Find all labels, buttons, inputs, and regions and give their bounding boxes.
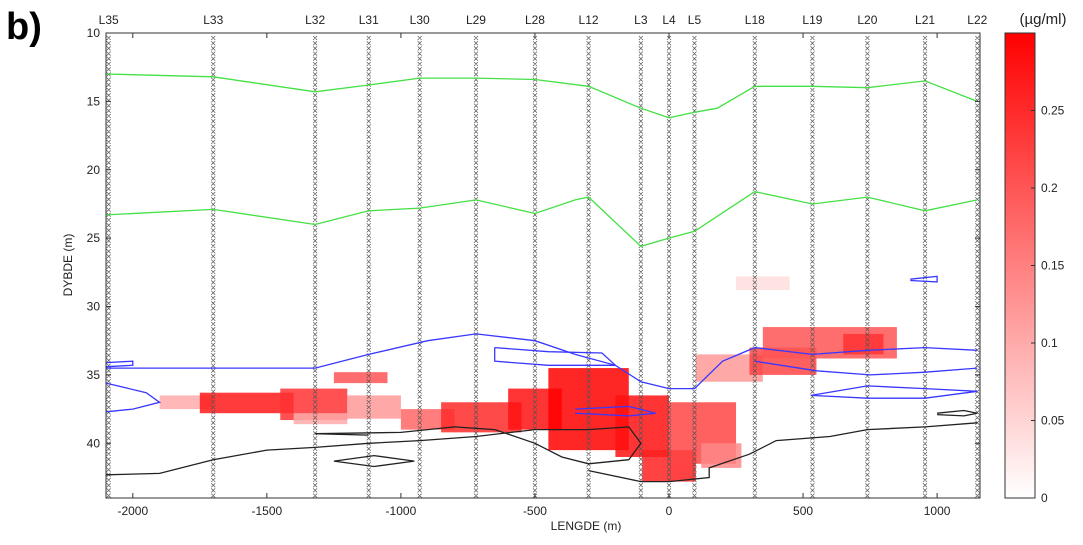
colorbar-label: (µg/ml): [1020, 11, 1067, 28]
contour-line: [937, 409, 978, 417]
well-column-l29: [473, 35, 479, 498]
contour-line: [106, 382, 162, 413]
well-label: L3: [634, 13, 648, 27]
plot-frame: [105, 32, 981, 499]
y-tick-label: 10: [87, 26, 101, 40]
well-label: L30: [410, 13, 430, 27]
well-label: L31: [359, 13, 379, 27]
sample-markers: [922, 35, 928, 498]
well-label: L4: [662, 13, 676, 27]
contour-line: [575, 405, 656, 417]
contour-line: [333, 454, 415, 468]
contour-line: [106, 360, 134, 368]
well-label: L32: [305, 13, 325, 27]
contour-line: [106, 426, 642, 476]
sample-markers: [692, 35, 697, 498]
well-column-l30: [417, 35, 422, 498]
concentration-heatmap: [159, 276, 897, 482]
sample-markers: [810, 35, 815, 498]
well-column-l19: [810, 35, 815, 498]
axes: -2000 -1500 -1000 -500 0 500 1000 10 15 20 25 30 35 4…: [87, 26, 980, 518]
sample-markers: [210, 35, 216, 498]
contour-line: [106, 73, 978, 119]
y-axis-label: DYBDE (m): [61, 234, 75, 297]
x-axis-label: LENGDE (m): [551, 519, 622, 533]
colorbar-tick-label: 0.05: [1041, 414, 1065, 428]
y-tick-label: 40: [87, 436, 101, 450]
sample-markers: [865, 35, 870, 498]
sample-markers: [366, 35, 371, 498]
concentration-cell: [333, 372, 388, 384]
sample-markers: [752, 35, 758, 498]
well-column-l35: [106, 35, 111, 498]
x-tick-label: 0: [666, 504, 673, 518]
y-tick-label: 35: [87, 368, 101, 382]
well-label: L12: [579, 13, 599, 27]
well-column-l20: [865, 35, 870, 498]
well-column-l5: [692, 35, 697, 498]
well-label: L19: [802, 13, 822, 27]
sample-markers: [417, 35, 422, 498]
colorbar: (µg/ml) 0 0.05 0.1 0.15 0.2 0.25: [1004, 11, 1067, 505]
well-label: L33: [203, 13, 223, 27]
colorbar-tick-label: 0.25: [1041, 104, 1065, 118]
x-tick-label: 500: [793, 504, 813, 518]
well-labels: L35 L33 L32 L31 L30 L29 L28 L12 L3 L4 L5 L18 L19 L20 L…: [99, 13, 988, 27]
concentration-cell: [293, 413, 348, 425]
sample-markers: [586, 35, 591, 498]
contour-line: [588, 422, 978, 483]
x-tick-label: -2000: [117, 504, 148, 518]
panel-label: b): [6, 6, 42, 48]
well-label: L21: [915, 13, 935, 27]
y-tick-label: 25: [87, 231, 101, 245]
well-column-l22: [975, 35, 980, 498]
well-label: L5: [688, 13, 702, 27]
colorbar-gradient: [1004, 32, 1036, 499]
concentration-cell: [843, 333, 884, 355]
concentration-cell: [736, 276, 790, 291]
colorbar-tick-label: 0.2: [1041, 181, 1058, 195]
well-column-l18: [752, 35, 758, 498]
well-sample-columns: [106, 35, 980, 498]
sample-markers: [473, 35, 479, 498]
well-label: L29: [466, 13, 486, 27]
contour-line: [106, 333, 978, 390]
contour-line: [494, 346, 618, 366]
y-tick-label: 15: [87, 94, 101, 108]
x-tick-label: -500: [523, 504, 547, 518]
contour-line: [910, 275, 938, 283]
well-column-l12: [586, 35, 591, 498]
well-column-l3: [638, 35, 644, 498]
x-tick-label: -1000: [386, 504, 417, 518]
colorbar-tick-label: 0.1: [1041, 336, 1058, 350]
well-column-l31: [366, 35, 371, 498]
sample-markers: [312, 35, 318, 498]
well-column-l21: [922, 35, 928, 498]
well-label: L35: [99, 13, 119, 27]
sample-markers: [975, 35, 980, 498]
well-label: L22: [967, 13, 987, 27]
contour-lines: [106, 73, 978, 483]
sample-markers: [638, 35, 644, 498]
well-column-l32: [312, 35, 318, 498]
y-tick-label: 30: [87, 300, 101, 314]
contour-line: [754, 360, 978, 376]
sample-markers: [106, 35, 111, 498]
well-label: L18: [745, 13, 765, 27]
well-label: L20: [857, 13, 877, 27]
x-tick-label: 1000: [924, 504, 951, 518]
colorbar-tick-label: 0: [1041, 491, 1048, 505]
contour-line: [106, 190, 978, 248]
y-tick-label: 20: [87, 163, 101, 177]
contour-line: [810, 385, 978, 399]
colorbar-tick-label: 0.15: [1041, 259, 1065, 273]
well-label: L28: [525, 13, 545, 27]
well-column-l33: [210, 35, 216, 498]
concentration-cell: [199, 392, 294, 414]
concentration-cell: [347, 395, 401, 419]
x-tick-label: -1500: [252, 504, 283, 518]
